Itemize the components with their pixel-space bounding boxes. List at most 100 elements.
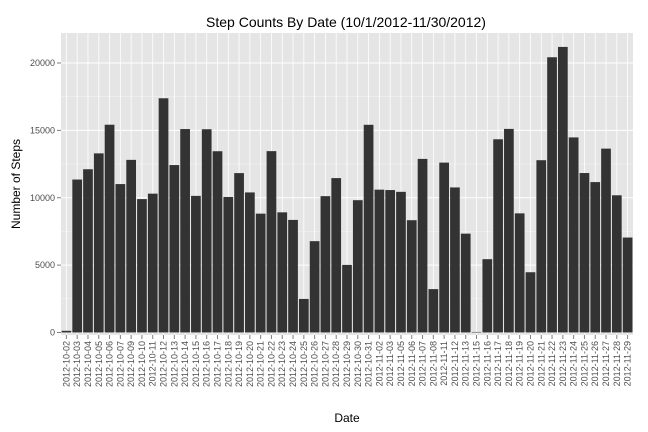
x-tick-label: 2012-10-31 (364, 341, 374, 387)
bar-2012-10-13 (169, 165, 180, 333)
bar-2012-10-03 (72, 179, 83, 333)
x-tick-label: 2012-11-07 (418, 341, 428, 386)
bar-2012-11-17 (493, 139, 503, 333)
bar-2012-11-22 (547, 57, 557, 333)
x-tick-label: 2012-10-23 (277, 341, 287, 387)
x-tick-label: 2012-11-21 (536, 341, 546, 386)
x-tick-label: 2012-11-12 (450, 341, 460, 386)
bar-2012-11-12 (450, 187, 460, 333)
y-axis-ticks: 0 5000 10000 15000 20000 (30, 58, 61, 338)
y-axis-title: Number of Steps (9, 139, 23, 229)
x-tick-label: 2012-10-04 (83, 341, 93, 387)
bar-2012-11-26 (590, 182, 601, 333)
x-tick-label: 2012-11-05 (396, 341, 406, 386)
bar-2012-11-15 (471, 331, 482, 333)
x-tick-label: 2012-10-12 (159, 341, 169, 387)
x-tick-label: 2012-10-25 (299, 341, 309, 387)
x-tick-label: 2012-11-13 (461, 341, 471, 386)
bar-2012-11-08 (428, 289, 439, 333)
bar-2012-11-18 (504, 128, 514, 333)
bar-2012-11-13 (460, 233, 471, 333)
bar-2012-10-22 (266, 151, 277, 333)
x-tick-label: 2012-10-24 (288, 341, 298, 387)
bar-2012-10-05 (93, 153, 104, 333)
bar-2012-10-11 (147, 193, 158, 333)
x-tick-label: 2012-11-28 (612, 341, 622, 386)
bar-2012-10-31 (363, 124, 374, 333)
bar-2012-10-14 (180, 129, 190, 333)
bar-2012-10-10 (137, 199, 147, 333)
x-tick-label: 2012-10-26 (310, 341, 320, 387)
x-tick-label: 2012-10-13 (169, 341, 179, 387)
bar-2012-10-25 (298, 298, 309, 333)
x-tick-label: 2012-10-21 (256, 341, 266, 387)
x-tick-label: 2012-11-08 (428, 341, 438, 386)
bar-2012-10-29 (342, 264, 352, 333)
bar-2012-10-15 (191, 195, 201, 333)
bar-2012-10-04 (83, 169, 93, 333)
x-tick-label: 2012-10-29 (342, 341, 352, 387)
bar-2012-10-18 (223, 196, 234, 333)
bar-2012-10-07 (115, 184, 126, 333)
bar-2012-10-24 (288, 219, 298, 333)
x-axis-ticks: 2012-10-02 2012-10-03 2012-10-04 2012-10-05… (61, 335, 633, 387)
x-tick-label: 2012-10-10 (137, 341, 147, 387)
x-tick-label: 2012-10-27 (320, 341, 330, 387)
x-tick-label: 2012-11-06 (407, 341, 417, 386)
bar-2012-10-09 (126, 159, 137, 333)
x-tick-label: 2012-11-24 (569, 341, 579, 386)
x-tick-label: 2012-10-14 (180, 341, 190, 387)
bar-2012-11-23 (557, 46, 568, 333)
bar-2012-10-26 (309, 241, 320, 333)
bar-2012-10-20 (245, 192, 255, 333)
bar-2012-11-16 (482, 259, 493, 333)
x-tick-label: 2012-11-11 (439, 341, 449, 386)
x-tick-label: 2012-11-03 (385, 341, 395, 386)
bar-2012-10-19 (234, 173, 244, 333)
bar-2012-11-19 (514, 213, 525, 333)
bar-2012-11-05 (396, 191, 406, 333)
y-tick-label: 5000 (35, 260, 55, 270)
chart-title: Step Counts By Date (10/1/2012-11/30/201… (206, 14, 486, 30)
x-tick-label: 2012-11-20 (525, 341, 535, 386)
x-tick-label: 2012-10-02 (61, 341, 71, 387)
x-tick-label: 2012-11-18 (504, 341, 514, 386)
x-tick-label: 2012-11-17 (493, 341, 503, 386)
x-tick-label: 2012-10-18 (223, 341, 233, 387)
x-tick-label: 2012-10-15 (191, 341, 201, 387)
bar-2012-11-06 (406, 220, 417, 333)
bar-2012-10-06 (104, 124, 115, 333)
x-axis-title: Date (334, 411, 360, 425)
bar-2012-11-25 (579, 173, 590, 333)
x-tick-label: 2012-10-11 (148, 341, 158, 386)
x-tick-label: 2012-10-03 (72, 341, 82, 387)
bar-2012-10-17 (212, 151, 223, 333)
x-tick-label: 2012-10-16 (202, 341, 212, 387)
x-tick-label: 2012-11-16 (482, 341, 492, 386)
bar-2012-11-02 (374, 189, 385, 333)
x-tick-label: 2012-10-30 (353, 341, 363, 387)
bar-2012-10-21 (255, 213, 266, 333)
x-tick-label: 2012-11-23 (558, 341, 568, 386)
bar-2012-10-12 (158, 98, 169, 333)
x-tick-label: 2012-11-02 (374, 341, 384, 386)
y-tick-label: 10000 (30, 193, 55, 203)
bar-2012-11-29 (622, 237, 633, 333)
bar-2012-10-23 (277, 212, 288, 333)
bar-2012-11-07 (417, 158, 428, 333)
bar-2012-11-21 (536, 160, 547, 333)
x-tick-label: 2012-10-09 (126, 341, 136, 387)
bar-2012-10-16 (201, 129, 212, 333)
y-tick-label: 0 (50, 328, 55, 338)
bar-2012-11-11 (439, 162, 449, 333)
x-tick-label: 2012-10-22 (266, 341, 276, 387)
x-tick-label: 2012-11-27 (601, 341, 611, 386)
x-tick-label: 2012-11-22 (547, 341, 557, 386)
bar-2012-11-28 (611, 195, 622, 333)
x-tick-label: 2012-10-06 (105, 341, 115, 387)
x-tick-label: 2012-11-26 (590, 341, 600, 386)
bar-2012-10-28 (331, 178, 342, 333)
y-tick-label: 15000 (30, 125, 55, 135)
bar-2012-11-03 (385, 190, 396, 333)
